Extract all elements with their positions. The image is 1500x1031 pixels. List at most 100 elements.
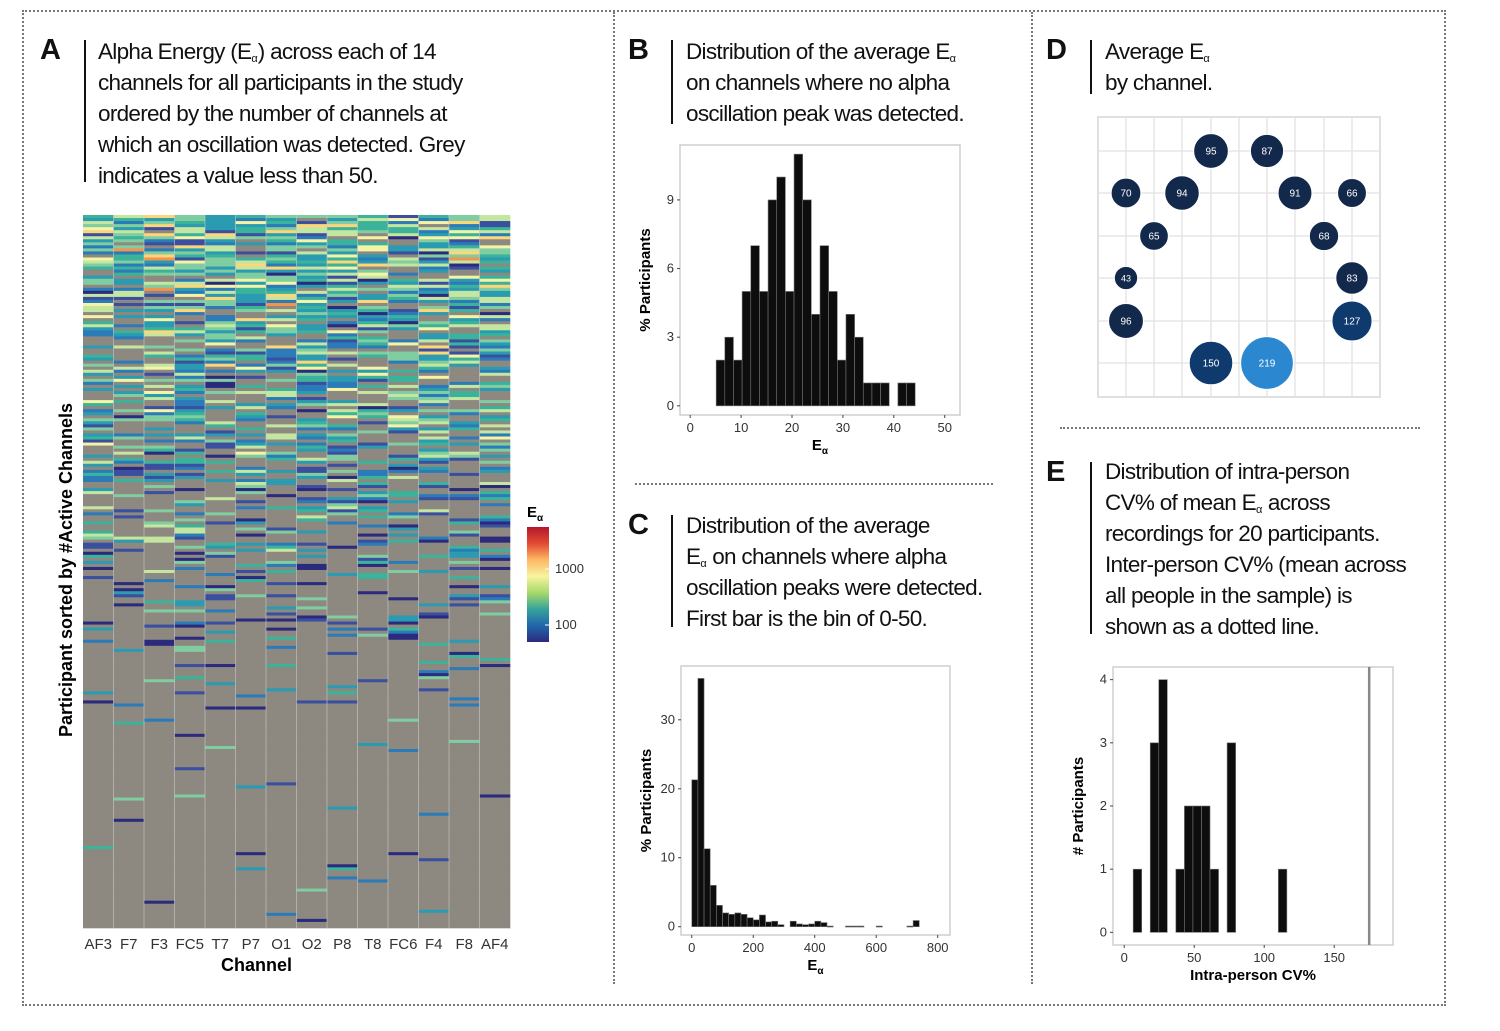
- heatmap-cell: [418, 661, 450, 665]
- heatmap-cell: [113, 897, 145, 901]
- heatmap-cell: [205, 315, 236, 319]
- heatmap-cell: [235, 366, 267, 371]
- heatmap-cell: [113, 585, 145, 589]
- heatmap-cell: [327, 821, 358, 826]
- caption-bar: [671, 40, 673, 124]
- heatmap-cell: [479, 609, 511, 613]
- heatmap-cell: [479, 475, 511, 480]
- heatmap-cell: [418, 903, 450, 908]
- heatmap-cell: [266, 299, 297, 304]
- heatmap-cell: [388, 855, 419, 859]
- heatmap-cell: [83, 651, 114, 656]
- heatmap-cell: [357, 299, 389, 304]
- y-tick-label: 4: [1100, 672, 1107, 687]
- heatmap-cell: [418, 521, 450, 525]
- heatmap-cell: [266, 518, 297, 522]
- heatmap-cell: [83, 736, 114, 741]
- heatmap-cell: [479, 533, 511, 537]
- heatmap-cell: [357, 921, 389, 926]
- heatmap-cell: [479, 394, 511, 398]
- histogram-bar: [845, 925, 852, 928]
- heatmap-cell: [144, 918, 175, 923]
- heatmap-cell: [83, 354, 114, 358]
- heatmap-cell: [83, 876, 114, 880]
- heatmap-cell: [113, 606, 145, 610]
- heatmap-cell: [266, 591, 297, 595]
- heatmap-cell: [479, 512, 511, 516]
- heatmap-cell: [327, 776, 358, 780]
- heatmap-cell: [296, 478, 328, 483]
- heatmap-cell: [235, 378, 267, 383]
- heatmap-cell: [357, 824, 389, 829]
- heatmap-cell: [113, 239, 145, 243]
- heatmap-cell: [296, 390, 328, 395]
- heatmap-cell: [479, 824, 511, 829]
- heatmap-cell: [174, 485, 206, 489]
- heatmap-cell: [205, 557, 236, 562]
- heatmap-cell: [266, 773, 297, 777]
- heatmap-cell: [418, 336, 450, 340]
- heatmap-cell: [418, 281, 450, 286]
- heatmap-cell: [479, 330, 511, 334]
- heatmap-cell: [174, 397, 206, 401]
- heatmap-cell: [83, 712, 114, 716]
- heatmap-cell: [235, 418, 267, 422]
- heatmap-cell: [388, 648, 419, 653]
- heatmap-cell: [296, 733, 328, 738]
- heatmap-cell: [449, 233, 480, 237]
- heatmap-cell: [327, 254, 358, 258]
- heatmap-cell: [327, 406, 358, 410]
- heatmap-cell: [113, 433, 145, 437]
- heatmap-cell: [296, 767, 328, 771]
- heatmap-cell: [388, 612, 419, 616]
- heatmap-cell: [83, 427, 114, 431]
- heatmap-cell: [449, 400, 480, 404]
- heatmap-cell: [235, 730, 267, 735]
- heatmap-cell: [479, 266, 511, 270]
- heatmap-cell: [235, 509, 267, 513]
- heatmap-cell: [113, 609, 145, 613]
- heatmap-cell: [83, 287, 114, 292]
- heatmap-cell: [83, 275, 114, 280]
- heatmap-cell: [479, 387, 511, 392]
- heatmap-cell: [327, 345, 358, 349]
- heatmap-cell: [266, 491, 297, 495]
- heatmap-cell: [113, 390, 145, 395]
- heatmap-cell: [83, 554, 114, 559]
- heatmap-cell: [449, 442, 480, 446]
- heatmap-cell: [266, 739, 297, 744]
- heatmap-cell: [113, 472, 145, 477]
- heatmap-cell: [418, 873, 450, 877]
- heatmap-cell: [266, 597, 297, 601]
- heatmap-cell: [418, 339, 450, 343]
- heatmap-cell: [235, 645, 267, 650]
- heatmap-cell: [327, 548, 358, 553]
- heatmap-cell: [235, 463, 267, 468]
- heatmap-cell: [388, 494, 419, 498]
- heatmap-cell: [144, 409, 175, 413]
- heatmap-cell: [174, 333, 206, 337]
- heatmap-cell: [266, 215, 297, 219]
- heatmap-cell: [235, 536, 267, 540]
- heatmap-cell: [388, 876, 419, 880]
- heatmap-cell: [83, 339, 114, 343]
- heatmap-cell: [418, 812, 450, 817]
- channel-label: F7: [120, 936, 138, 953]
- heatmap-cell: [296, 251, 328, 255]
- heatmap-cell: [296, 612, 328, 616]
- heatmap-cell: [449, 512, 480, 516]
- heatmap-cell: [418, 736, 450, 741]
- heatmap-cell: [296, 236, 328, 240]
- heatmap-cell: [174, 764, 206, 768]
- heatmap-cell: [357, 712, 389, 716]
- heatmap-cell: [144, 406, 175, 410]
- heatmap-cell: [388, 309, 419, 313]
- heatmap-cell: [266, 833, 297, 838]
- heatmap-cell: [235, 694, 267, 698]
- heatmap-cell: [357, 509, 389, 513]
- heatmap-cell: [113, 478, 145, 483]
- heatmap-cell: [357, 554, 389, 559]
- heatmap-cell: [83, 457, 114, 462]
- bubble-value-label: 70: [1120, 189, 1132, 200]
- heatmap-cell: [327, 915, 358, 920]
